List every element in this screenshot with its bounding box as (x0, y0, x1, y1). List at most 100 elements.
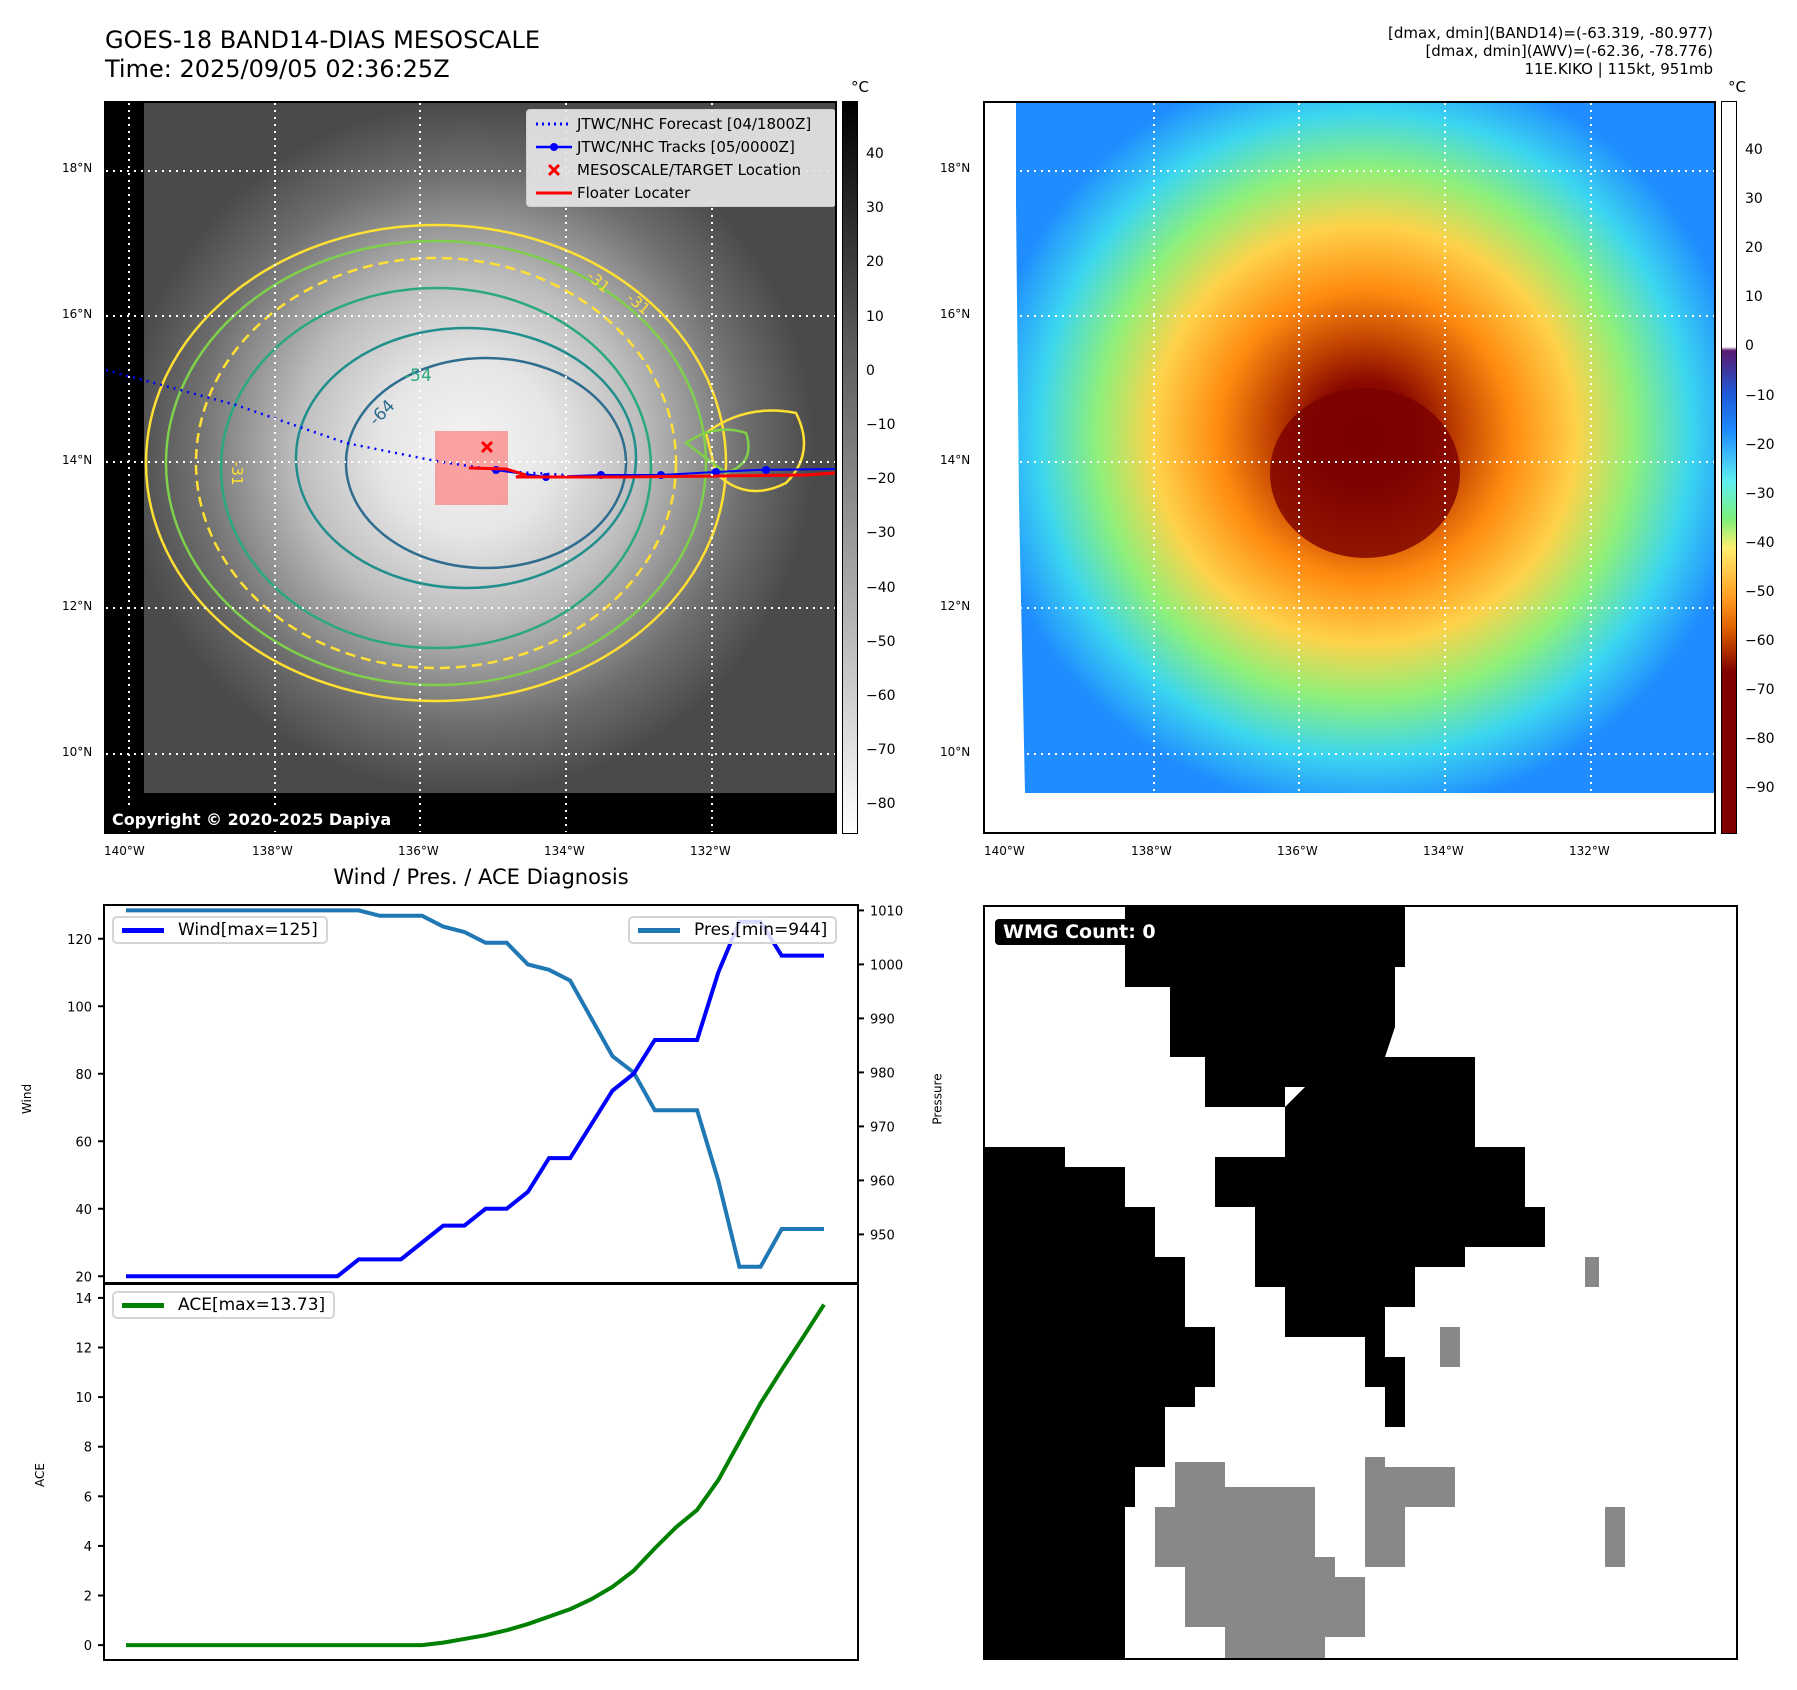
figure-title: GOES-18 BAND14-DIAS MESOSCALE (105, 26, 541, 54)
ace-legend-swatch (122, 1302, 164, 1308)
right-lon-tick-140: 140°W (984, 844, 1025, 858)
storm-info-block: [dmax, dmin](BAND14)=(-63.319, -80.977) … (1388, 24, 1713, 78)
info-band14: [dmax, dmin](BAND14)=(-63.319, -80.977) (1388, 24, 1713, 42)
map-gridlines (106, 103, 835, 832)
forecast-track-line (106, 368, 567, 477)
info-awv: [dmax, dmin](AWV)=(-62.36, -78.776) (1425, 42, 1713, 60)
left-lon-tick-136: 136°W (398, 844, 439, 858)
left-colorbar-tick: −80 (866, 796, 896, 813)
legend-item-floater: Floater Locater (531, 181, 831, 204)
left-colorbar-tick: −50 (866, 633, 896, 650)
pressure-axis-label: Pressure (930, 1073, 945, 1125)
wind-tick-label: 100 (67, 1000, 92, 1015)
ace-legend-label: ACE[max=13.73] (178, 1295, 326, 1315)
right-lon-tick-132: 132°W (1569, 844, 1610, 858)
wind-tick-label: 120 (67, 933, 92, 948)
wind-legend-label: Wind[max=125] (178, 920, 318, 940)
wind-legend: Wind[max=125] (112, 916, 328, 944)
wind-pressure-axes-frame (103, 904, 859, 1284)
legend-label: Floater Locater (577, 183, 691, 202)
right-lon-tick-138: 138°W (1131, 844, 1172, 858)
right-colorbar-tick: 30 (1745, 191, 1763, 208)
band14-map: -54 -64 -31 -31 -31 JTWC/NHC Forecast [0… (104, 101, 837, 834)
contour-label-minus54: -54 (404, 366, 432, 386)
right-colorbar-tick: −80 (1745, 731, 1775, 748)
right-colorbar-tick: 20 (1745, 240, 1763, 257)
awv-gridlines (985, 103, 1714, 832)
pressure-tick-label: 1000 (870, 958, 903, 973)
figure-title-block: GOES-18 BAND14-DIAS MESOSCALE Time: 2025… (105, 26, 540, 84)
ace-legend: ACE[max=13.73] (112, 1291, 336, 1319)
diagnosis-title: Wind / Pres. / ACE Diagnosis (333, 865, 629, 889)
right-colorbar-tick: −40 (1745, 534, 1775, 551)
left-lat-tick-18: 18°N (62, 161, 93, 175)
ace-axis-label: ACE (32, 1463, 47, 1487)
left-lon-tick-138: 138°W (252, 844, 293, 858)
floater-locater-line (468, 466, 835, 479)
info-storm: 11E.KIKO | 115kt, 951mb (1524, 60, 1713, 78)
left-colorbar-tick: −20 (866, 471, 896, 488)
wind-tick-label: 60 (75, 1135, 92, 1150)
right-colorbar-tick: −60 (1745, 633, 1775, 649)
left-lon-tick-134: 134°W (544, 844, 585, 858)
wmg-panel: WMG Count: 0 (983, 905, 1738, 1660)
ace-tick-label: 14 (75, 1292, 92, 1307)
line-dot-icon (531, 142, 577, 152)
legend-item-forecast: JTWC/NHC Forecast [04/1800Z] (531, 112, 831, 135)
wind-axis-label: Wind (20, 1083, 35, 1115)
right-colorbar (1721, 101, 1737, 834)
legend-label: MESOSCALE/TARGET Location (577, 160, 802, 179)
right-lon-tick-136: 136°W (1277, 844, 1318, 858)
right-colorbar-tick: 40 (1745, 142, 1763, 158)
ace-axes-frame (103, 1283, 859, 1661)
right-colorbar-tick: 0 (1745, 338, 1754, 355)
figure-time: Time: 2025/09/05 02:36:25Z (105, 55, 450, 83)
pressure-legend: Pres.[min=944] (628, 916, 838, 944)
right-colorbar-tick: −50 (1745, 583, 1775, 600)
pressure-tick-label: 990 (870, 1012, 895, 1027)
left-lat-tick-14: 14°N (62, 453, 93, 467)
left-colorbar-tick: 0 (866, 362, 875, 379)
pressure-legend-label: Pres.[min=944] (694, 920, 828, 940)
legend-label: JTWC/NHC Tracks [05/0000Z] (577, 137, 795, 156)
pressure-tick-label: 1010 (870, 904, 903, 919)
ace-tick-label: 12 (75, 1341, 92, 1356)
ace-tick-label: 0 (84, 1639, 92, 1654)
contour-label-minus31-a: -31 (228, 461, 246, 486)
legend-label: JTWC/NHC Forecast [04/1800Z] (577, 114, 812, 133)
left-colorbar-tick: 30 (866, 200, 884, 217)
right-colorbar-unit: °C (1728, 78, 1746, 96)
ace-tick-label: 8 (84, 1441, 92, 1456)
wind-pressure-chart: 120 100 80 60 40 20 1010 1000 990 980 970 960 950 (67, 904, 903, 1285)
wind-tick-label: 40 (75, 1203, 92, 1218)
right-lat-tick-12: 12°N (940, 599, 971, 613)
legend-item-tracks: JTWC/NHC Tracks [05/0000Z] (531, 135, 831, 158)
right-lat-tick-14: 14°N (940, 453, 971, 467)
ace-tick-label: 4 (84, 1540, 92, 1555)
left-lat-tick-12: 12°N (62, 599, 93, 613)
left-colorbar-tick: 10 (866, 308, 884, 325)
right-colorbar-tick: −30 (1745, 485, 1775, 502)
left-lon-tick-132: 132°W (690, 844, 731, 858)
pressure-tick-label: 980 (870, 1066, 895, 1081)
solid-line-icon (531, 190, 577, 196)
pressure-tick-label: 970 (870, 1120, 895, 1135)
left-colorbar-tick: −10 (866, 417, 896, 433)
wmg-mask-image (985, 907, 1625, 1658)
right-colorbar-tick: −90 (1745, 780, 1775, 797)
right-lon-tick-134: 134°W (1423, 844, 1464, 858)
right-colorbar-tick: −70 (1745, 682, 1775, 699)
left-lat-tick-16: 16°N (62, 307, 93, 321)
wmg-count-label: WMG Count: 0 (995, 919, 1164, 945)
ace-tick-label: 10 (75, 1391, 92, 1406)
left-lat-tick-10: 10°N (62, 745, 93, 759)
target-location-marker (480, 440, 494, 454)
copyright-label: Copyright © 2020-2025 Dapiya (108, 809, 396, 830)
ace-tick-label: 2 (84, 1590, 92, 1605)
right-colorbar-tick: −20 (1745, 436, 1775, 453)
wind-legend-swatch (122, 927, 164, 933)
right-colorbar-tick: −10 (1745, 387, 1775, 404)
wind-tick-label: 80 (75, 1068, 92, 1083)
ace-series-line (126, 1303, 826, 1648)
pressure-tick-label: 950 (870, 1228, 895, 1243)
